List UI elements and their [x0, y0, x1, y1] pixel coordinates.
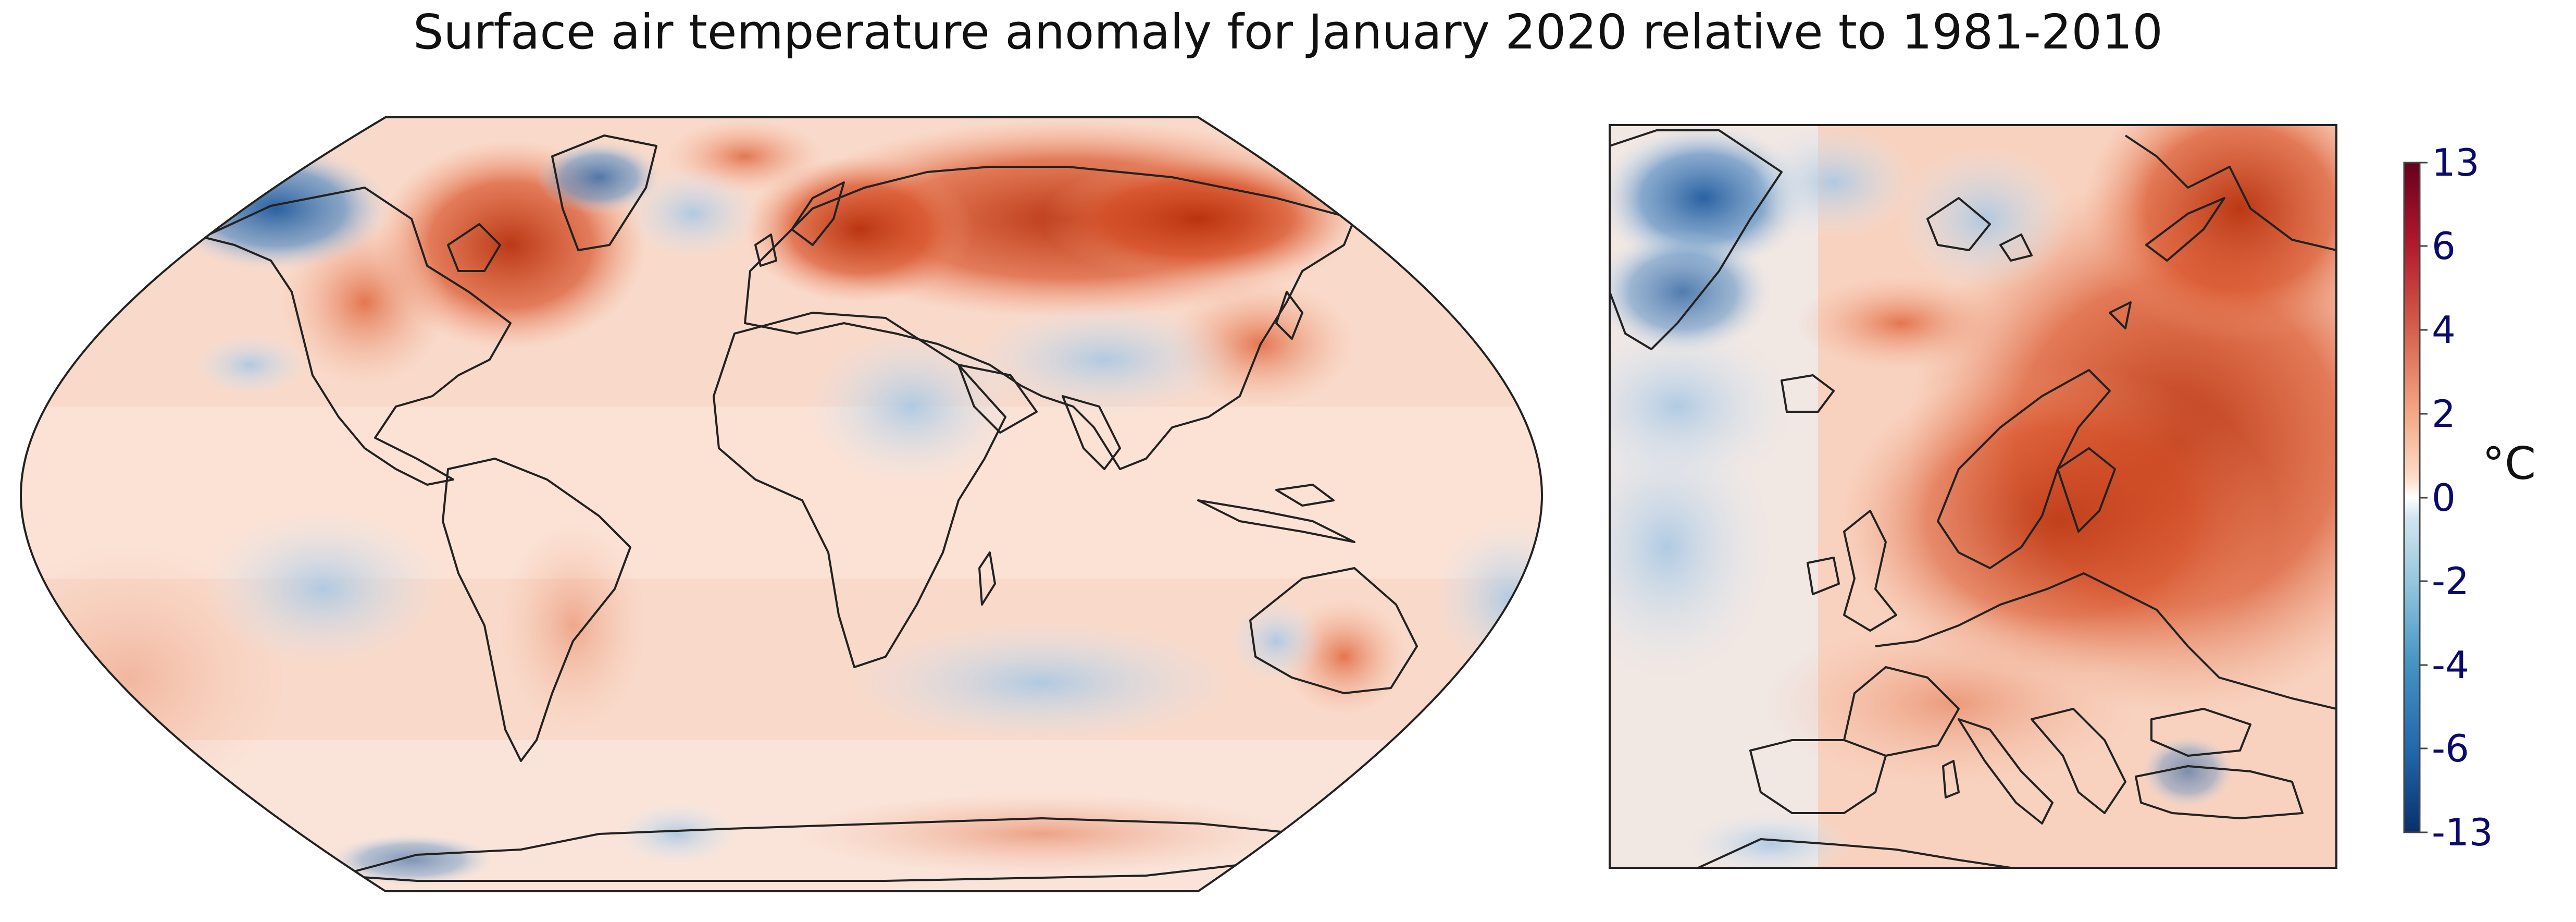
colorbar-unit-label: °C	[2482, 438, 2536, 490]
colorbar-ticks	[2420, 162, 2428, 833]
colorbar-ramp	[2403, 162, 2421, 833]
colorbar	[2403, 162, 2428, 833]
europe-map-outline	[1609, 124, 2337, 869]
colorbar-tick-label: 6	[2432, 224, 2456, 268]
global-map-panel	[21, 117, 1542, 891]
colorbar-tick-label: 0	[2432, 476, 2456, 520]
colorbar-tick-label: -6	[2432, 727, 2469, 770]
colorbar-tick-label: 4	[2432, 308, 2456, 352]
global-map-outline	[19, 116, 1544, 892]
colorbar-tick-label: -2	[2432, 559, 2469, 603]
colorbar-tick-label: -13	[2432, 810, 2493, 854]
colorbar-tick-label: -4	[2432, 643, 2469, 687]
colorbar-tick-label: 2	[2432, 392, 2456, 436]
europe-map-panel	[1610, 125, 2336, 868]
figure-title: Surface air temperature anomaly for Janu…	[413, 4, 2163, 60]
colorbar-tick-label: 13	[2432, 141, 2480, 185]
